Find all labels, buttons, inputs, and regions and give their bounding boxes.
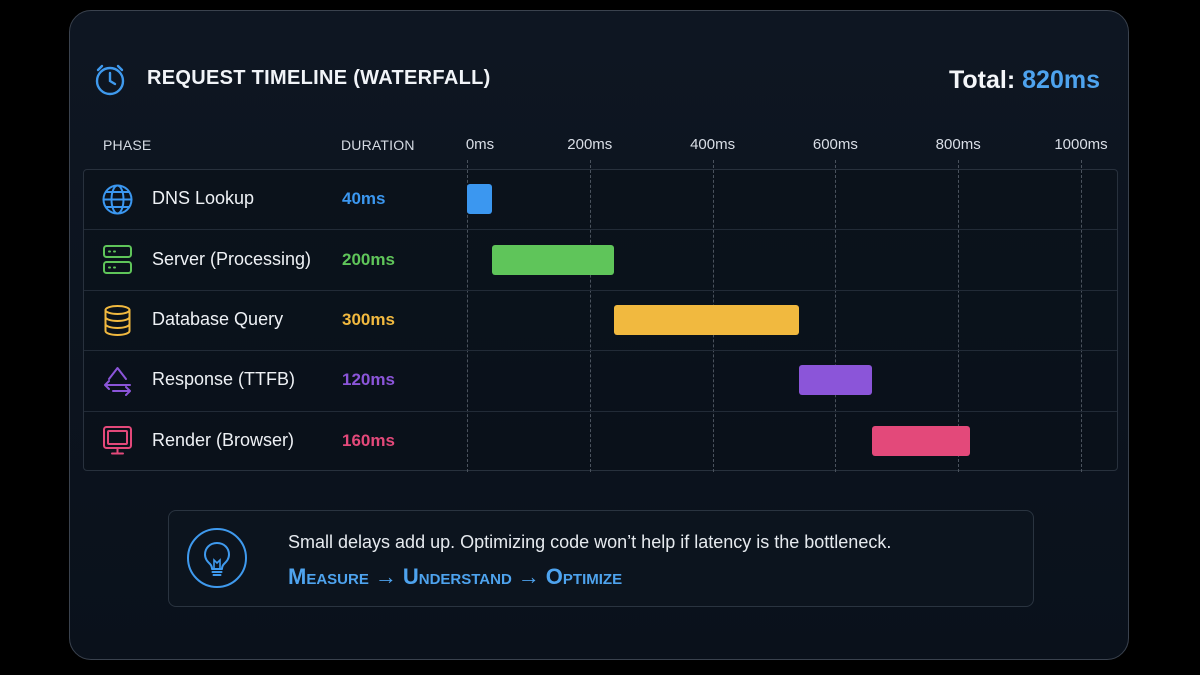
tick-label: 800ms bbox=[935, 136, 981, 153]
gridline bbox=[589, 160, 591, 472]
timeline-bar bbox=[614, 305, 799, 335]
timeline-bar bbox=[798, 365, 873, 396]
row-divider bbox=[84, 350, 1117, 352]
row-divider bbox=[84, 289, 1117, 291]
step-optimize: Optimize bbox=[545, 564, 623, 589]
response-arrows-icon bbox=[101, 364, 134, 397]
timeline-bar bbox=[467, 184, 492, 215]
gridline bbox=[958, 160, 960, 472]
tick-label: 600ms bbox=[812, 136, 858, 153]
tick-label: 1000ms bbox=[1054, 136, 1108, 153]
tick-label: 200ms bbox=[567, 136, 613, 153]
process-steps: Measure → Understand → Optimize bbox=[288, 564, 622, 590]
phase-name: Server (Processing) bbox=[152, 248, 312, 269]
globe-icon bbox=[101, 183, 134, 216]
arrow-icon: → bbox=[374, 564, 397, 589]
timeline-bar bbox=[872, 425, 971, 456]
arrow-icon: → bbox=[517, 564, 540, 589]
phase-name: Render (Browser) bbox=[152, 429, 295, 450]
column-header-duration: DURATION bbox=[341, 137, 415, 153]
phase-duration: 160ms bbox=[342, 430, 395, 450]
timeline-bar bbox=[491, 244, 615, 275]
insight-text: Small delays add up. Optimizing code won… bbox=[288, 532, 892, 552]
gridline bbox=[835, 160, 837, 472]
row-divider bbox=[84, 229, 1117, 231]
total-duration: Total: 820ms bbox=[949, 66, 1100, 95]
timeline-table bbox=[83, 169, 1118, 471]
total-value: 820ms bbox=[1022, 66, 1100, 94]
phase-duration: 300ms bbox=[342, 310, 395, 329]
gridline bbox=[1081, 160, 1082, 472]
server-icon bbox=[101, 243, 134, 276]
step-understand: Understand bbox=[402, 564, 512, 589]
total-label: Total: bbox=[949, 66, 1016, 94]
phase-name: Database Query bbox=[152, 309, 284, 329]
tick-label: 400ms bbox=[690, 136, 736, 153]
phase-duration: 40ms bbox=[342, 189, 386, 209]
monitor-icon bbox=[101, 424, 134, 457]
page-title: REQUEST TIMELINE (WATERFALL) bbox=[147, 67, 491, 89]
clock-icon bbox=[95, 64, 125, 96]
phase-name: DNS Lookup bbox=[152, 188, 255, 209]
column-header-phase: PHASE bbox=[103, 137, 152, 153]
tick-label: 0ms bbox=[465, 136, 495, 153]
phase-name: Response (TTFB) bbox=[152, 369, 296, 390]
phase-duration: 200ms bbox=[342, 249, 395, 269]
gridline bbox=[467, 160, 468, 472]
insight-callout bbox=[168, 510, 1034, 607]
phase-duration: 120ms bbox=[342, 370, 395, 390]
row-divider bbox=[84, 410, 1117, 412]
lightbulb-icon bbox=[187, 528, 247, 588]
database-icon bbox=[101, 304, 134, 337]
step-measure: Measure bbox=[288, 564, 369, 589]
